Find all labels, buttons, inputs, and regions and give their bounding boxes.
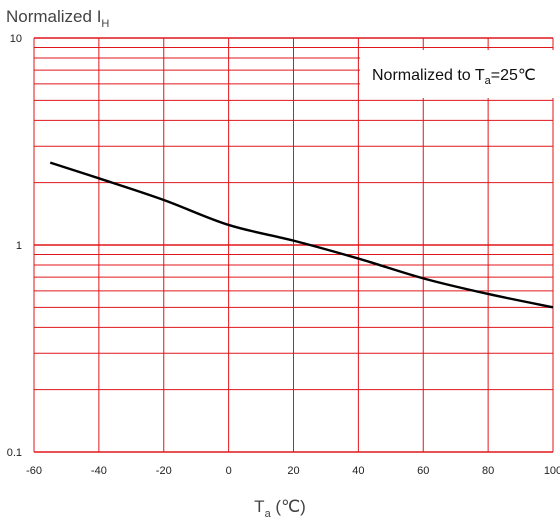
y-axis-title-main: Normalized I: [6, 7, 101, 26]
y-tick-label: 0.1: [7, 447, 22, 459]
x-tick-label: 60: [417, 465, 429, 477]
x-tick-label: -40: [91, 465, 107, 477]
series-layer: [49, 161, 554, 309]
legend-box: [360, 50, 556, 98]
legend-text-main: Normalized to T: [372, 67, 485, 84]
x-tick-label: 40: [352, 465, 364, 477]
y-axis-title: Normalized IH: [6, 7, 109, 30]
y-tick-label: 10: [10, 33, 22, 45]
x-axis-title-main: T: [254, 497, 264, 516]
x-tick-label: 80: [482, 465, 494, 477]
x-tick-label: 0: [226, 465, 232, 477]
series-line-0: [49, 161, 554, 309]
x-tick-label: -20: [156, 465, 172, 477]
chart-grid: [33, 37, 554, 453]
x-tick-label: 100: [544, 465, 560, 477]
x-tick-labels: -60 -40 -20 0 20 40 60 80 100: [26, 465, 560, 477]
y-axis-title-sub: H: [101, 18, 109, 30]
y-tick-labels: 0.1 1 10: [7, 33, 22, 459]
x-tick-label: -60: [26, 465, 42, 477]
x-tick-label: 20: [287, 465, 299, 477]
legend-text-tail: =25℃: [491, 67, 536, 84]
x-axis-title-sub: a: [265, 508, 272, 520]
legend-text-sub: a: [485, 75, 492, 87]
y-tick-label: 1: [16, 240, 22, 252]
legend-text: Normalized to Ta=25℃: [372, 67, 536, 87]
x-axis-title: Ta (℃): [254, 497, 306, 520]
x-axis-title-unit: (℃): [271, 497, 306, 516]
